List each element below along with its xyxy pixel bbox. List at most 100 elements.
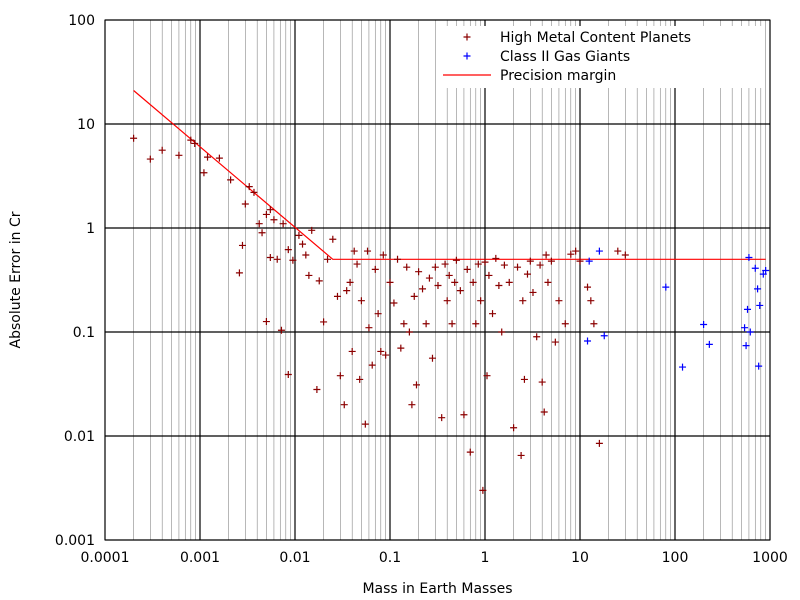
data-point (273, 255, 281, 263)
data-point (410, 292, 418, 300)
data-point (463, 265, 471, 273)
data-point (158, 146, 166, 154)
data-point (585, 257, 593, 265)
precision-margin-line-layer (133, 90, 766, 260)
legend-background (436, 26, 765, 88)
data-point (438, 414, 446, 422)
data-point (258, 229, 266, 237)
data-point (555, 297, 563, 305)
data-point (542, 251, 550, 259)
data-point (255, 220, 263, 228)
legend-label: Class II Gas Giants (500, 49, 630, 65)
data-point (333, 292, 341, 300)
data-point (520, 375, 528, 383)
data-point (481, 258, 489, 266)
data-point (422, 320, 430, 328)
x-tick-label: 0.001 (180, 550, 220, 566)
data-point (390, 299, 398, 307)
data-point (130, 134, 138, 142)
data-point (295, 231, 303, 239)
data-point (336, 372, 344, 380)
data-point (245, 183, 253, 191)
data-point (745, 254, 753, 262)
data-point (374, 310, 382, 318)
data-point (456, 287, 464, 295)
series-0 (130, 134, 629, 494)
y-tick-labels: 0.001 0.01 0.1 1 10 100 (55, 13, 95, 549)
data-point (600, 332, 608, 340)
y-tick-label: 1 (86, 221, 95, 237)
data-point (364, 247, 372, 255)
data-point (451, 278, 459, 286)
data-point (175, 151, 183, 159)
data-point (572, 247, 580, 255)
data-point (544, 278, 552, 286)
data-point (567, 250, 575, 258)
data-point (371, 265, 379, 273)
data-point (353, 260, 361, 268)
data-point (483, 372, 491, 380)
data-point (587, 297, 595, 305)
series-1 (584, 247, 770, 371)
data-point (526, 257, 534, 265)
data-point (357, 297, 365, 305)
data-point (277, 326, 285, 334)
data-point (324, 255, 332, 263)
data-point (315, 277, 323, 285)
y-tick-label: 0.001 (55, 533, 95, 549)
points-layer (130, 134, 770, 494)
data-point (705, 340, 713, 348)
data-point (443, 297, 451, 305)
data-point (514, 263, 522, 271)
data-point (755, 362, 763, 370)
x-tick-labels: 0.0001 0.001 0.01 0.1 1 10 100 1000 (81, 550, 788, 566)
data-point (441, 260, 449, 268)
legend-label: High Metal Content Planets (500, 30, 691, 46)
legend: High Metal Content Planets Class II Gas G… (436, 26, 765, 88)
data-point (425, 274, 433, 282)
data-point (348, 347, 356, 355)
x-tick-label: 0.0001 (81, 550, 130, 566)
data-point (445, 271, 453, 279)
y-tick-label: 10 (77, 117, 95, 133)
data-point (551, 338, 559, 346)
data-point (540, 408, 548, 416)
data-point (343, 287, 351, 295)
data-point (187, 136, 195, 144)
data-point (519, 297, 527, 305)
data-point (756, 301, 764, 309)
data-point (329, 235, 337, 243)
data-point (744, 305, 752, 313)
data-point (408, 401, 416, 409)
data-point (477, 297, 485, 305)
data-point (614, 247, 622, 255)
data-point (561, 320, 569, 328)
data-point (523, 270, 531, 278)
data-point (365, 324, 373, 332)
data-point (742, 342, 750, 350)
data-point (379, 251, 387, 259)
data-point (320, 318, 328, 326)
data-point (361, 420, 369, 428)
data-point (751, 264, 759, 272)
data-point (289, 256, 297, 264)
data-point (434, 281, 442, 289)
data-point (492, 254, 500, 262)
data-point (284, 246, 292, 254)
data-point (400, 320, 408, 328)
data-point (662, 283, 670, 291)
data-point (250, 188, 258, 196)
data-point (538, 378, 546, 386)
y-tick-label: 0.01 (64, 429, 95, 445)
x-tick-label: 100 (662, 550, 689, 566)
plot-frame (104, 19, 771, 541)
x-tick-label: 10 (571, 550, 589, 566)
data-point (215, 154, 223, 162)
data-point (485, 271, 493, 279)
data-point (754, 285, 762, 293)
data-point (403, 263, 411, 271)
y-tick-label: 0.1 (73, 325, 95, 341)
data-point (191, 139, 199, 147)
data-point (495, 281, 503, 289)
